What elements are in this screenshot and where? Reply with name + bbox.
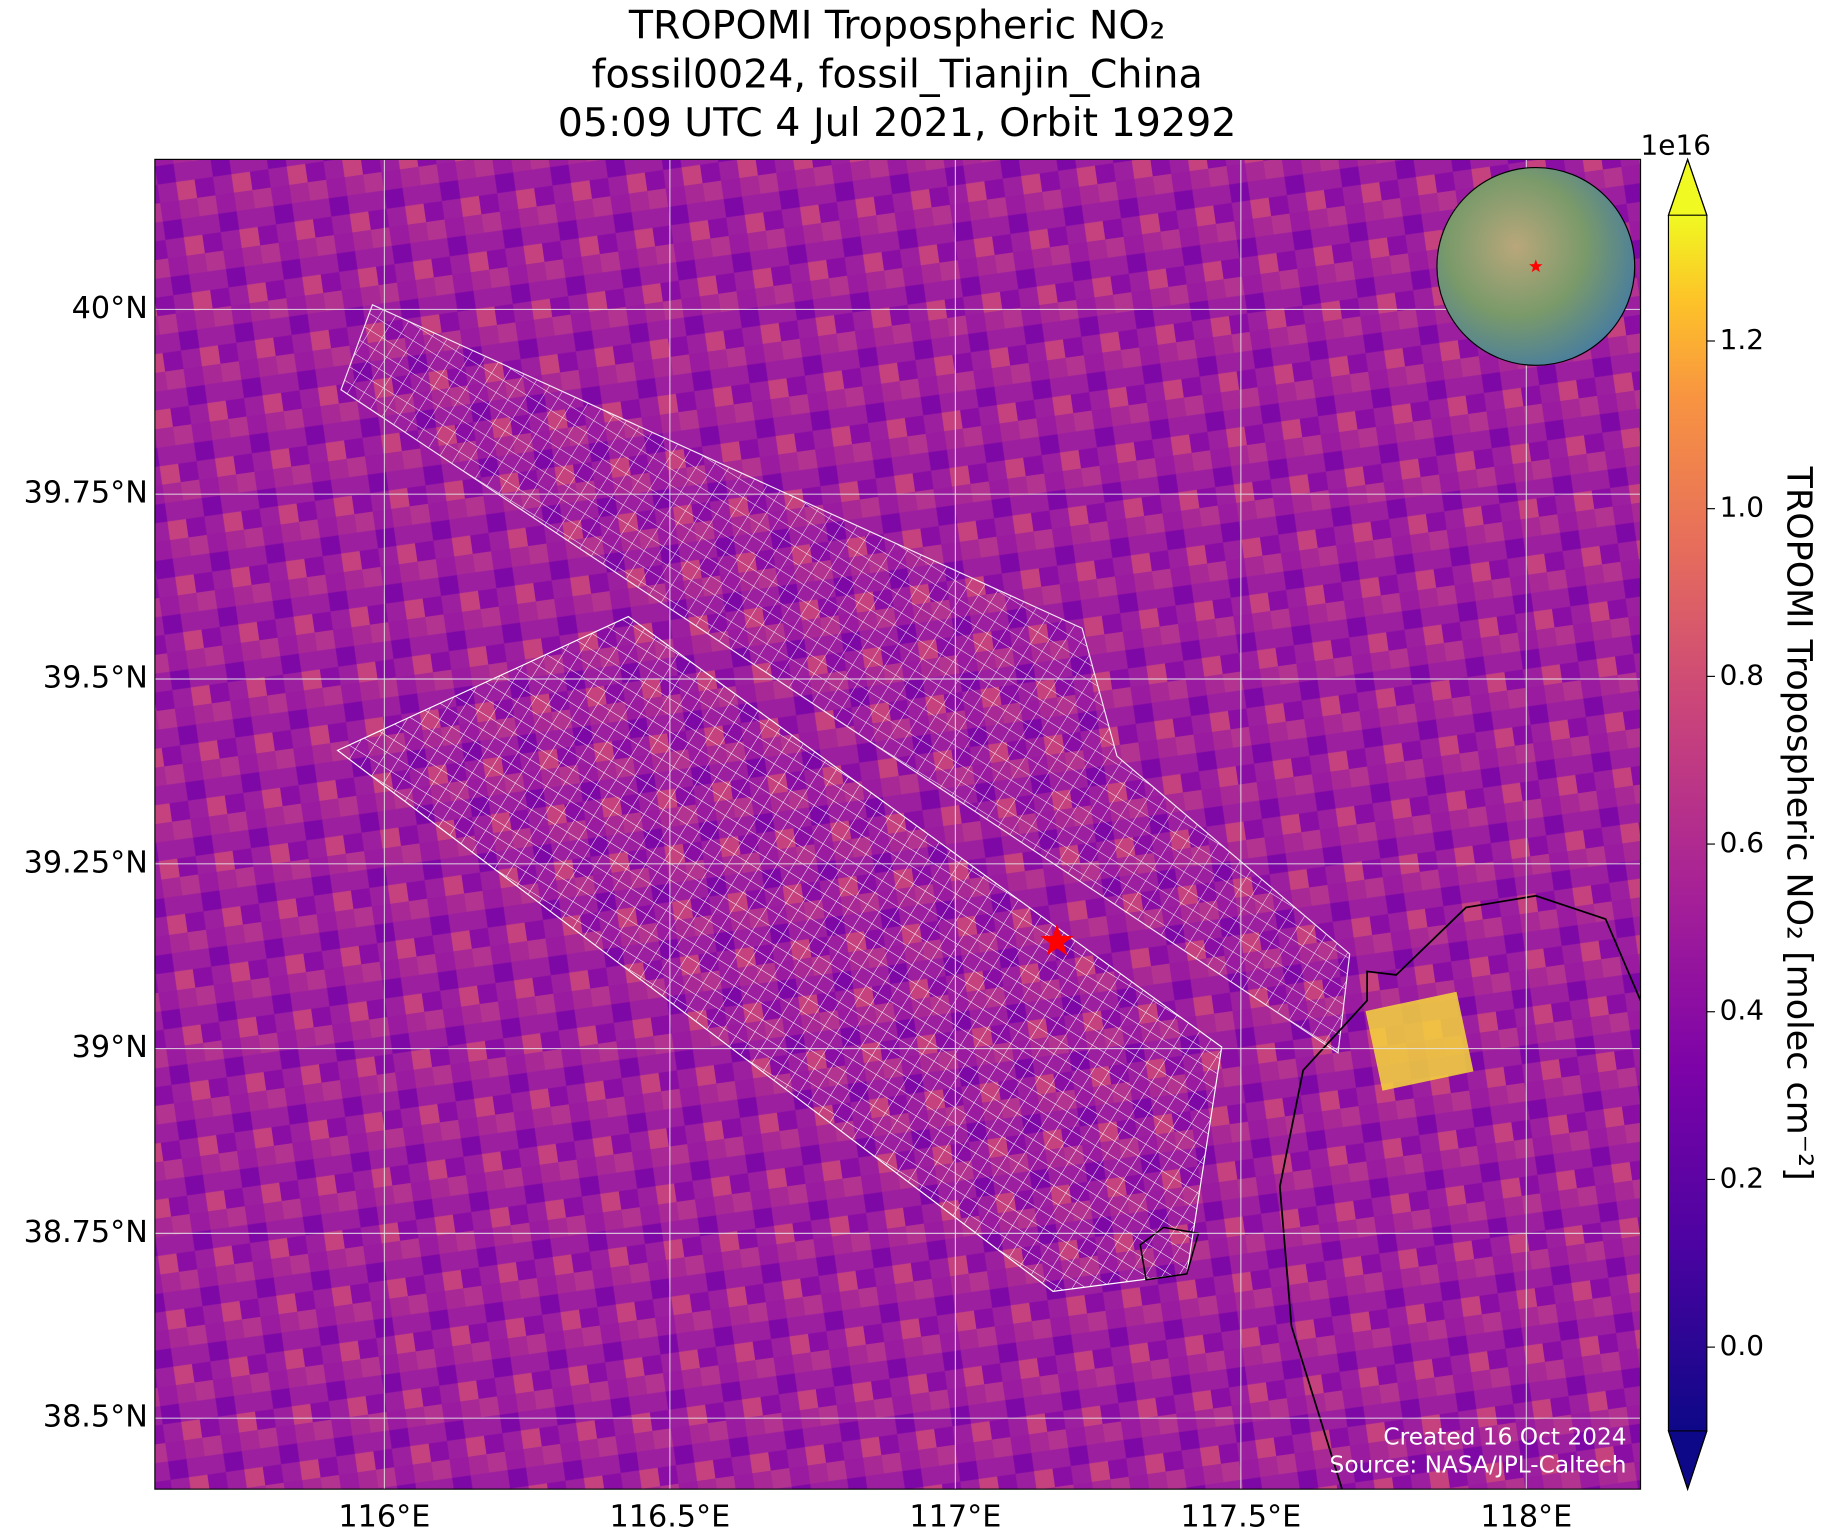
x-tick-label: 117°E <box>909 1500 1001 1535</box>
colorbar-extend-min <box>1667 1430 1708 1491</box>
map-area <box>154 159 1641 1490</box>
footer: Created 16 Oct 2024 <box>1383 1423 1626 1450</box>
colorbar-tick-label: 1.2 <box>1720 323 1764 356</box>
y-tick-label: 39.5°N <box>43 661 148 696</box>
title-line: fossil0024, fossil_Tianjin_China <box>592 51 1203 97</box>
colorbar-tick-label: 0.4 <box>1720 994 1764 1027</box>
coastline <box>1139 1226 1200 1281</box>
swath <box>336 615 1223 1292</box>
colorbar-tick-label: 0.8 <box>1720 658 1764 691</box>
site-marker <box>1040 923 1074 956</box>
y-tick-label: 38.75°N <box>24 1215 148 1250</box>
footer: Source: NASA/JPL-Caltech <box>1330 1451 1627 1478</box>
colorbar-frame <box>1667 157 1708 1491</box>
colorbar-fill <box>1668 215 1707 1431</box>
colorbar-tick-label: 0.6 <box>1720 826 1764 859</box>
x-tick-label: 117.5°E <box>1180 1500 1301 1535</box>
x-tick-label: 116°E <box>338 1500 430 1535</box>
x-tick-label: 116.5°E <box>609 1500 730 1535</box>
globe-site-marker <box>1529 259 1543 273</box>
y-tick-label: 38.5°N <box>43 1400 148 1435</box>
colorbar-extend-max <box>1667 157 1708 216</box>
colorbar-tick-label: 1.0 <box>1720 491 1764 524</box>
y-tick-label: 39°N <box>72 1030 148 1065</box>
colorbar-label: TROPOMI Tropospheric NO₂ [molec cm⁻²] <box>1779 466 1819 1181</box>
y-tick-label: 39.25°N <box>24 845 148 880</box>
colorbar-offset: 1e16 <box>1641 129 1711 162</box>
marks <box>1040 259 1543 956</box>
grid <box>154 159 1641 1490</box>
title-line: TROPOMI Tropospheric NO₂ <box>628 2 1166 48</box>
hotspot <box>1365 991 1474 1091</box>
y-tick-label: 40°N <box>72 291 148 326</box>
map-frame <box>154 158 1642 1490</box>
colorbar-tick-label: 0.0 <box>1720 1329 1764 1362</box>
x-tick-label: 118°E <box>1480 1500 1572 1535</box>
colorbar-tick-label: 0.2 <box>1720 1161 1764 1194</box>
y-tick-label: 39.75°N <box>24 476 148 511</box>
colorbar: 0.0 0.2 0.4 0.6 0.8 1.0 1.2 <box>1667 157 1764 1491</box>
title-line: 05:09 UTC 4 Jul 2021, Orbit 19292 <box>558 100 1237 146</box>
